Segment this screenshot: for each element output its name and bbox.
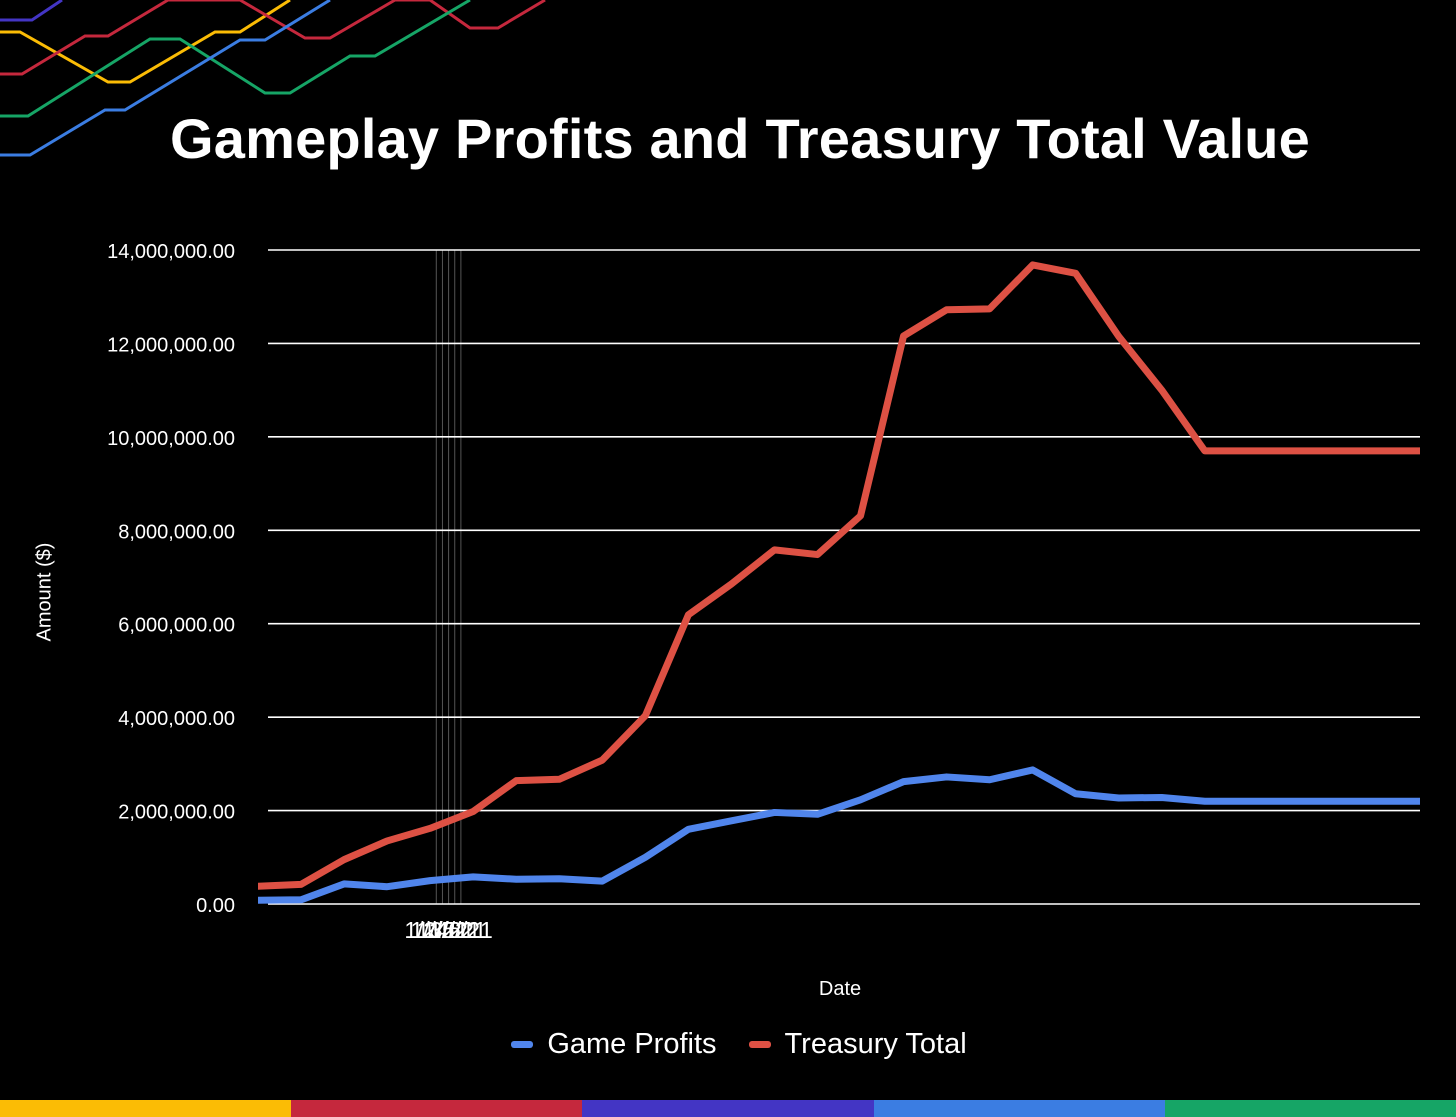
bottom-bar-segment [1164,1100,1456,1117]
decorative-line [0,0,546,76]
legend: Game Profits Treasury Total [0,1028,1456,1061]
bottom-bar-segment [0,1100,292,1117]
legend-swatch-game-profits [511,1041,534,1048]
legend-label-game-profits: Game Profits [547,1028,717,1060]
x-tick-label: 1/3/21 [410,917,474,943]
y-tick-label: 14,000,000.00 [107,241,235,263]
series-line-game-profits [258,766,1420,904]
decorative-lines-graphic [0,0,546,157]
x-tick-label: 1/5/21 [423,917,487,943]
y-tick-label: 6,000,000.00 [118,615,235,637]
chart-title: Gameplay Profits and Treasury Total Valu… [169,107,1310,170]
y-tick-label: 4,000,000.00 [118,708,235,730]
legend-item-treasury-total[interactable]: Treasury Total [748,1028,967,1061]
y-tick-label: 0.00 [196,895,235,917]
x-tick-label: 1/4/21 [417,917,481,943]
decorative-line [0,0,63,22]
bottom-bar-segment [291,1100,583,1117]
y-tick-label: 10,000,000.00 [107,428,235,450]
legend-label-treasury-total: Treasury Total [784,1028,967,1060]
y-tick-label: 8,000,000.00 [118,521,235,543]
legend-swatch-treasury-total [748,1041,771,1048]
x-tick-label: 1/6/21 [429,917,493,943]
legend-item-game-profits[interactable]: Game Profits [511,1028,717,1061]
decorative-line [0,0,331,157]
decorative-line [0,0,471,118]
bottom-color-bar [0,1100,1456,1117]
bottom-bar-segment [873,1100,1165,1117]
decorative-line [0,0,291,84]
x-axis-label: Date [818,978,862,1000]
bottom-bar-segment [582,1100,874,1117]
y-tick-label: 2,000,000.00 [118,802,235,824]
x-tick-label: 1/2/21 [404,917,468,943]
series-line-treasury-total [258,261,1420,890]
y-axis-label: Amount ($) [33,542,56,642]
y-tick-label: 12,000,000.00 [107,334,235,356]
